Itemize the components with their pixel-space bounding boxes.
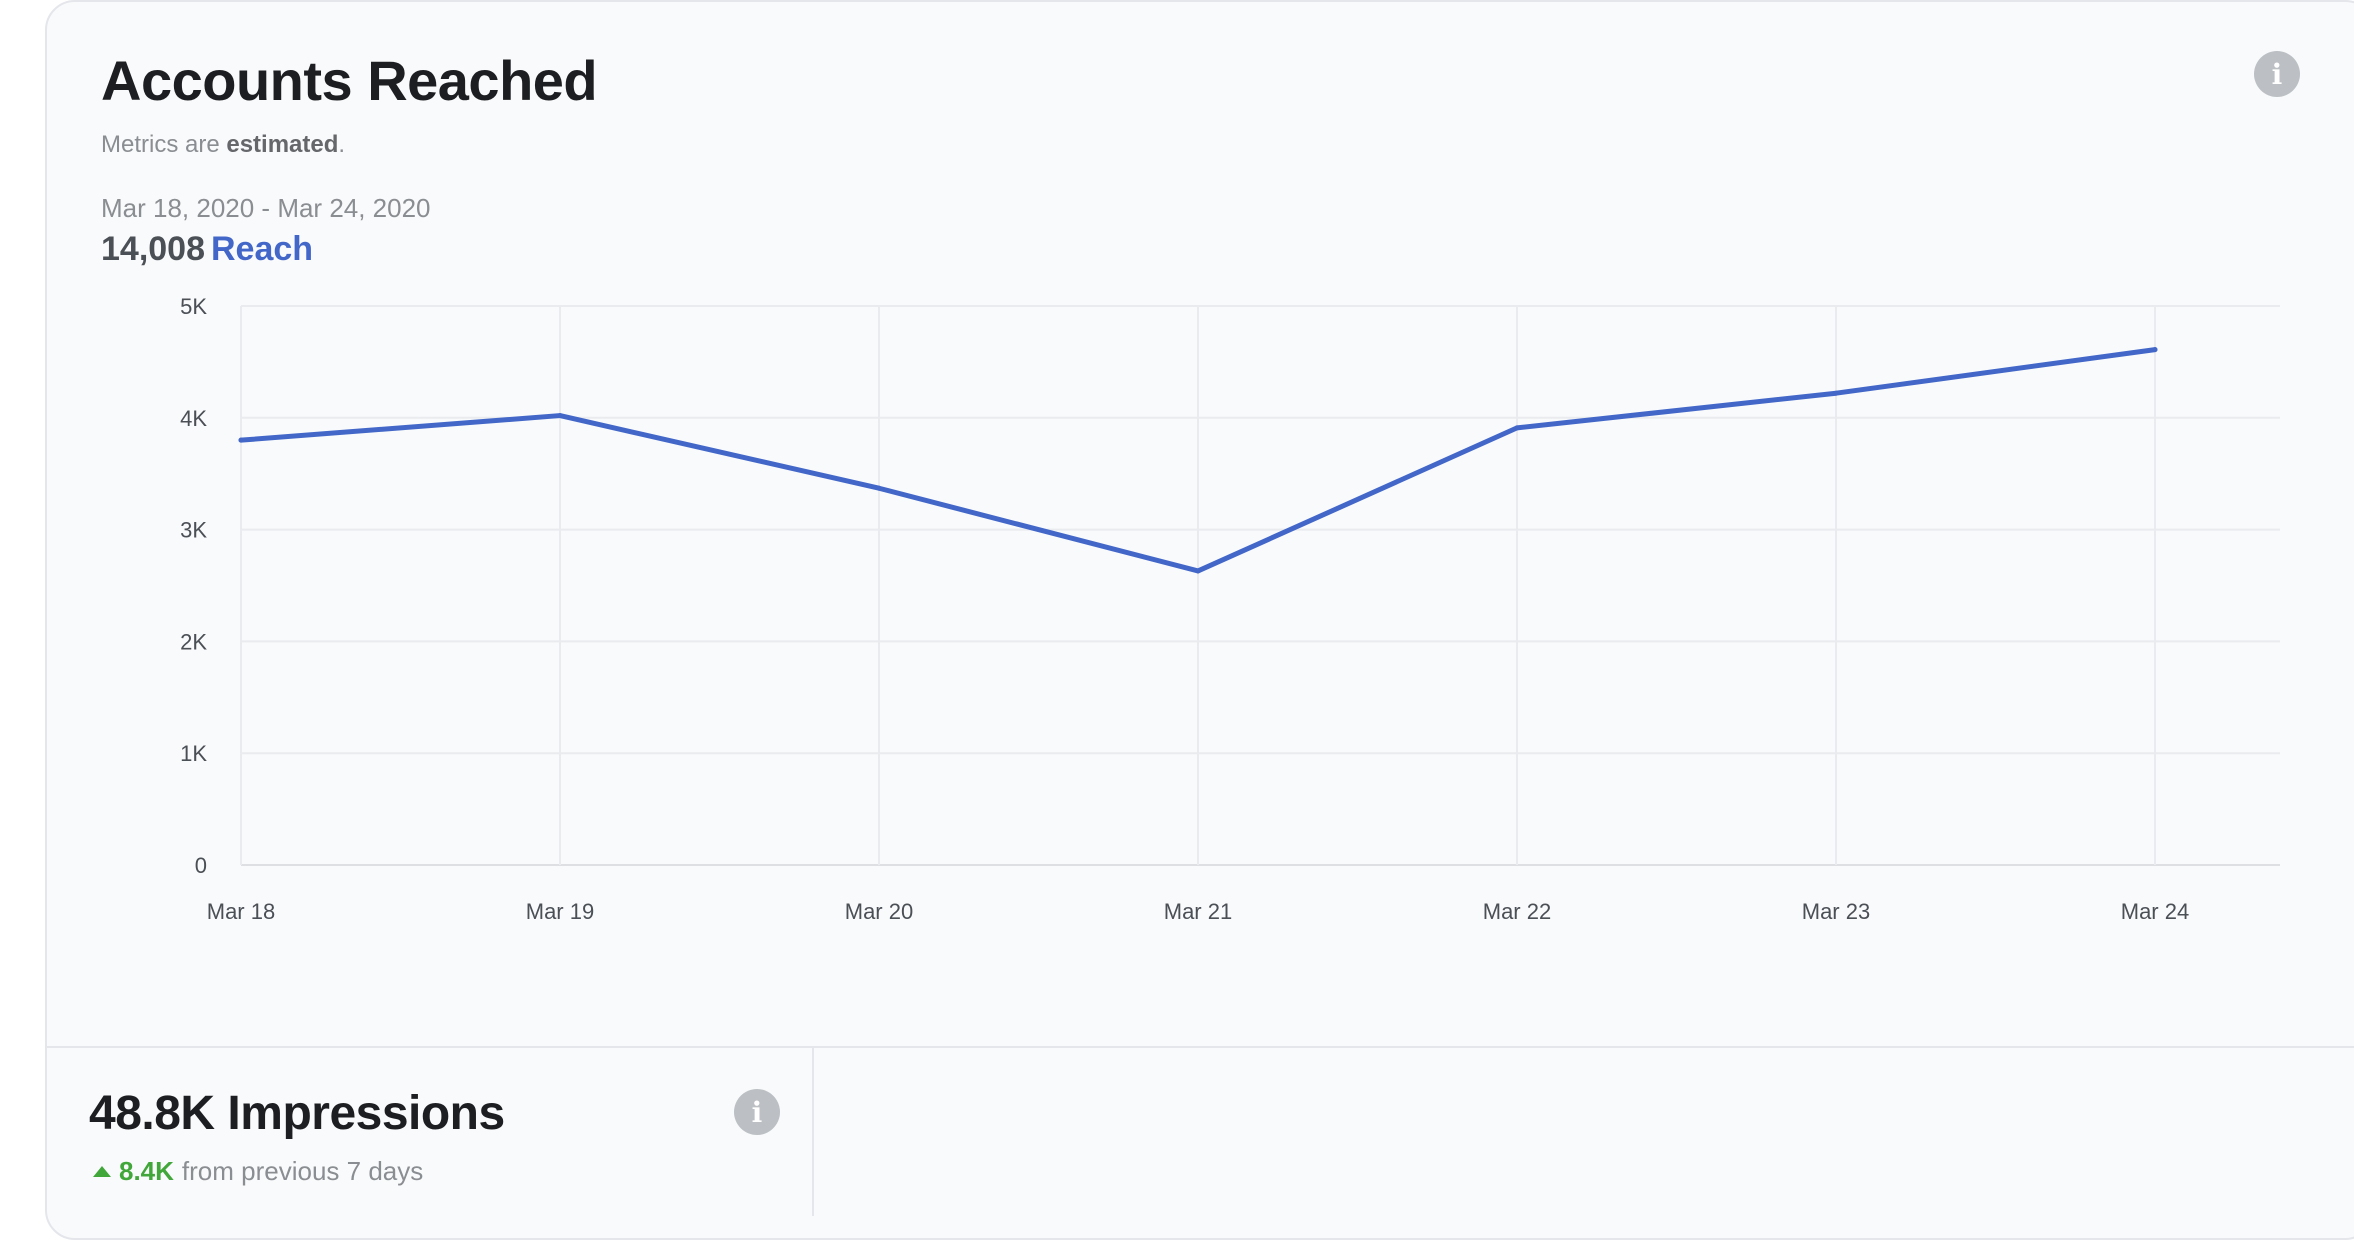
reach-data-point bbox=[1514, 425, 1520, 431]
y-tick-label: 5K bbox=[180, 294, 207, 319]
date-range: Mar 18, 2020 - Mar 24, 2020 bbox=[101, 193, 431, 223]
delta-text: from previous 7 days bbox=[181, 1156, 424, 1186]
y-tick-label: 1K bbox=[180, 741, 207, 766]
estimate-note-suffix: . bbox=[338, 131, 346, 158]
reach-total-value: 14,008 bbox=[101, 230, 205, 268]
reach-total: 14,008 Reach bbox=[101, 230, 313, 269]
x-tick-label: Mar 22 bbox=[1483, 899, 1551, 924]
x-tick-label: Mar 21 bbox=[1164, 899, 1232, 924]
reach-data-point bbox=[2152, 347, 2158, 353]
estimate-note-prefix: Metrics are bbox=[101, 131, 227, 158]
reach-data-point bbox=[1833, 390, 1839, 396]
reach-line-chart: 0 1K 2K 3K 4K 5K Mar 18 Mar 19 Mar 20 Mar 21 Mar 2… bbox=[180, 294, 2280, 924]
y-tick-label: 3K bbox=[180, 518, 207, 543]
impressions-panel: 48.8K Impressions i 8.4K from previous 7… bbox=[47, 1048, 814, 1216]
triangle-up-icon bbox=[93, 1166, 111, 1177]
reach-data-point bbox=[557, 413, 563, 419]
x-tick-label: Mar 19 bbox=[526, 899, 594, 924]
impressions-title: 48.8K Impressions bbox=[89, 1087, 505, 1140]
y-tick-label: 4K bbox=[180, 406, 207, 431]
footer-metrics: 48.8K Impressions i 8.4K from previous 7… bbox=[47, 1046, 2354, 1216]
x-tick-label: Mar 24 bbox=[2121, 899, 2189, 924]
x-tick-label: Mar 23 bbox=[1802, 899, 1870, 924]
reach-total-label: Reach bbox=[211, 230, 314, 268]
reach-data-point bbox=[1195, 568, 1201, 574]
reach-data-point bbox=[238, 437, 244, 443]
reach-data-point bbox=[876, 485, 882, 491]
y-tick-label: 2K bbox=[180, 629, 207, 654]
info-icon[interactable]: i bbox=[2254, 51, 2300, 97]
delta-value: 8.4K bbox=[119, 1156, 174, 1186]
impressions-info-icon[interactable]: i bbox=[734, 1089, 780, 1135]
impressions-delta: 8.4K from previous 7 days bbox=[93, 1156, 423, 1187]
x-tick-label: Mar 18 bbox=[207, 899, 275, 924]
x-tick-label: Mar 20 bbox=[845, 899, 913, 924]
estimate-note-bold: estimated bbox=[226, 131, 339, 158]
estimate-note: Metrics are estimated. bbox=[101, 131, 345, 159]
y-tick-label: 0 bbox=[195, 853, 207, 878]
accounts-reached-card bbox=[45, 0, 2354, 1240]
card-title: Accounts Reached bbox=[101, 49, 598, 112]
